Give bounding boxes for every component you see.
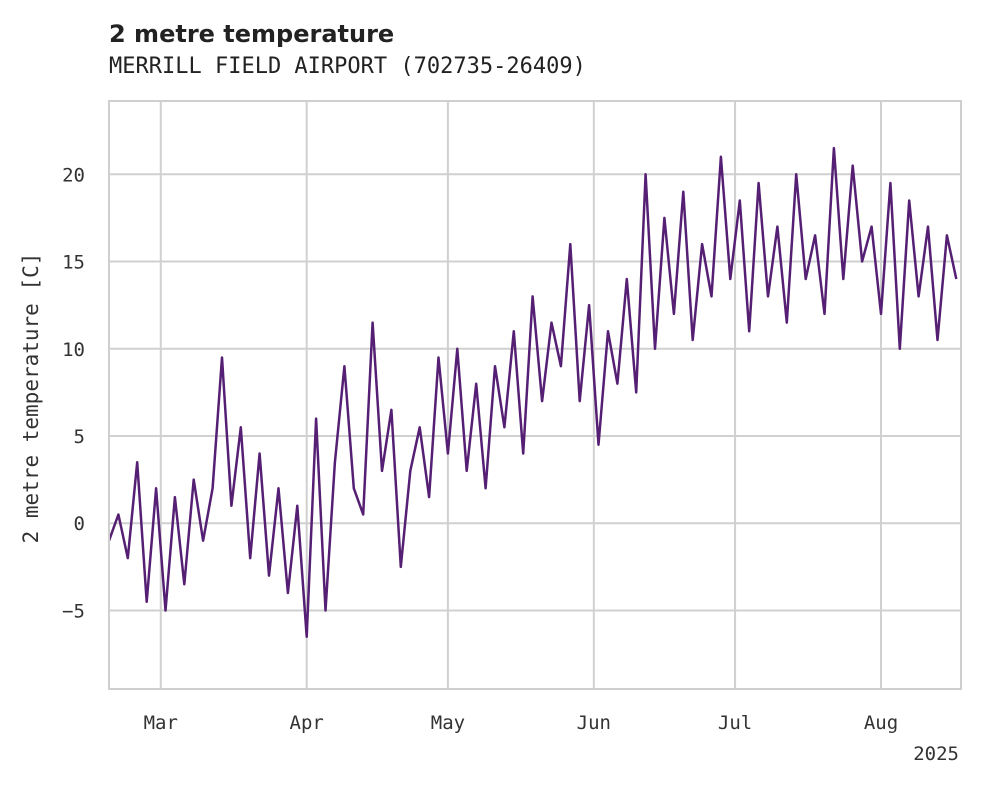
y-tick-label: 5 [74, 426, 85, 448]
y-tick-label: 15 [62, 252, 85, 274]
y-tick-label: 10 [62, 339, 85, 361]
x-tick-label: May [431, 712, 465, 734]
x-offset-year-label: 2025 [913, 743, 959, 765]
chart-title: 2 metre temperature [109, 20, 394, 48]
chart-subtitle: MERRILL FIELD AIRPORT (702735-26409) [109, 54, 586, 79]
y-tick-label: −5 [62, 600, 85, 622]
y-tick-label: 0 [74, 513, 85, 535]
plot-frame [108, 100, 962, 690]
y-axis-label: 2 metre temperature [C] [19, 253, 43, 544]
x-tick-label: Aug [864, 712, 898, 734]
y-tick-label: 20 [62, 164, 85, 186]
x-tick-label: Mar [144, 712, 178, 734]
x-tick-label: Jul [718, 712, 752, 734]
y-axis: −5 0 5 10 15 20 [62, 164, 85, 622]
x-tick-label: Apr [290, 712, 324, 734]
grid [109, 101, 961, 689]
temperature-series-line [107, 146, 958, 638]
x-axis: Mar Apr May Jun Jul Aug [144, 712, 899, 734]
x-tick-label: Jun [577, 712, 611, 734]
temperature-line [107, 146, 958, 638]
